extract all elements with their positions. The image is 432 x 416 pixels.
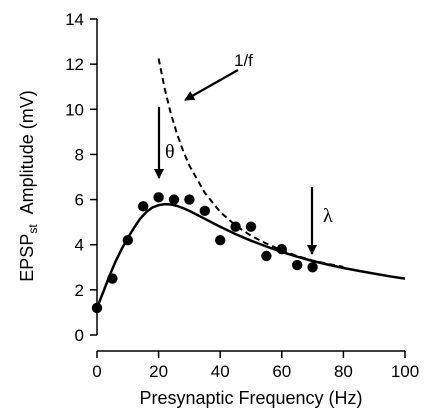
annotation-theta: θ [165, 141, 175, 163]
data-point [122, 235, 133, 246]
axes [96, 19, 405, 352]
data-point [261, 250, 272, 262]
data-point [215, 235, 226, 246]
data-point [168, 194, 180, 205]
y-axis-label-rest: Amplitude (mV) [17, 90, 37, 214]
y-tick-label: 2 [75, 281, 84, 300]
x-tick-label: 60 [272, 362, 291, 381]
y-axis-label: EPSPst Amplitude (mV) [17, 90, 40, 281]
y-tick-label: 8 [75, 145, 84, 164]
arrow-1-over-f [184, 69, 239, 101]
data-point [245, 221, 257, 232]
y-tick-label: 14 [65, 10, 84, 29]
y-tick-label: 0 [75, 326, 84, 345]
y-tick-label: 10 [65, 100, 84, 119]
one-over-f-dashed-line [157, 58, 344, 268]
data-point [276, 244, 287, 255]
data-point [307, 262, 318, 273]
x-tick-label: 20 [149, 362, 168, 381]
y-ticks: 0 2 4 6 8 10 12 14 [65, 10, 97, 345]
data-point [230, 221, 241, 232]
y-tick-label: 12 [65, 55, 84, 74]
data-point [199, 205, 210, 217]
fit-solid-line [95, 202, 406, 309]
x-tick-label: 40 [211, 362, 230, 381]
data-point [184, 194, 195, 205]
data-point [107, 273, 118, 284]
x-tick-label: 80 [334, 362, 353, 381]
y-axis-label-subscript: st [26, 224, 40, 234]
y-axis-label-main: EPSP [17, 234, 37, 282]
data-point [138, 201, 149, 212]
x-ticks: 0 20 40 60 80 100 [92, 351, 419, 381]
data-point [292, 259, 303, 271]
y-tick-label: 4 [75, 236, 84, 255]
annotations: 1/f θ λ [154, 51, 333, 255]
x-tick-label: 0 [92, 362, 101, 381]
data-point [153, 192, 164, 203]
annotation-lambda: λ [323, 205, 333, 227]
data-point [91, 302, 103, 314]
x-tick-label: 100 [391, 362, 419, 381]
data-points [91, 192, 318, 314]
y-tick-label: 6 [75, 191, 84, 210]
annotation-1-over-f: 1/f [234, 51, 253, 70]
x-axis-label: Presynaptic Frequency (Hz) [139, 388, 362, 408]
